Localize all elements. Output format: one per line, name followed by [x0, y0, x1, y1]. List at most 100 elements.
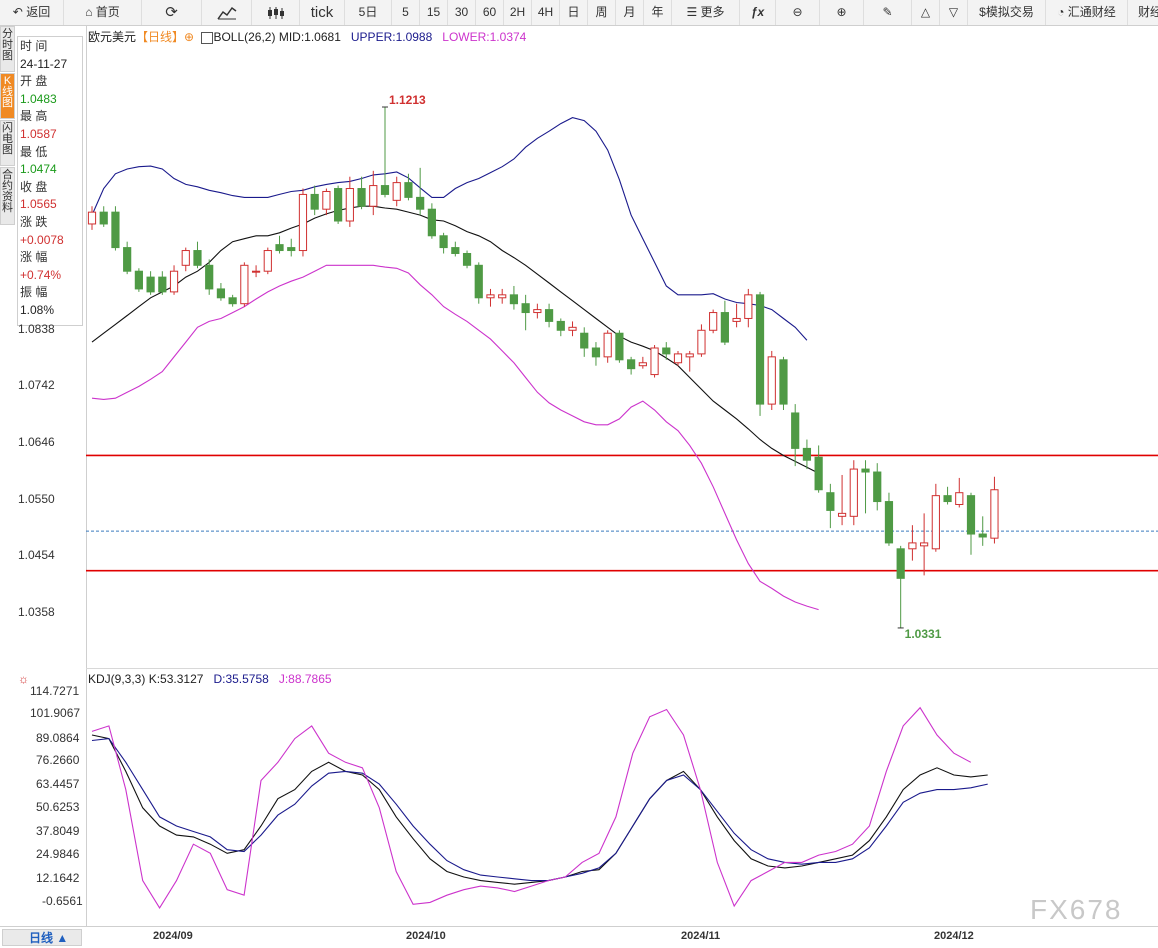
- candle-body: [568, 326, 577, 331]
- tab-flash[interactable]: 闪电图: [0, 120, 15, 166]
- candle-body: [216, 288, 226, 299]
- candle-body: [228, 297, 237, 305]
- candle-body: [709, 312, 718, 331]
- tab-timeshare[interactable]: 分时图: [0, 26, 15, 72]
- low-annotation: 1.0331: [905, 627, 942, 641]
- candle-body: [814, 456, 823, 491]
- period-5-button[interactable]: 5: [392, 0, 420, 25]
- kdj-legend-values: KDJ(9,3,3) K:53.3127 D:35.5758 J:88.7865: [88, 672, 332, 686]
- back-button[interactable]: ↶ 返回: [0, 0, 64, 25]
- kdj-tick: 24.9846: [36, 847, 80, 861]
- kdj-tick: 76.2660: [36, 753, 80, 767]
- candle-body: [205, 264, 214, 290]
- candle-body: [990, 489, 999, 539]
- open-value: 1.0483: [20, 91, 57, 106]
- candle-body: [193, 250, 202, 266]
- candle-body: [263, 250, 272, 272]
- candle-body: [767, 356, 776, 405]
- fx678-news-button[interactable]: ◔ 汇通财经: [1046, 0, 1128, 25]
- dollar-icon: $: [979, 5, 986, 19]
- draw-button[interactable]: ✎: [864, 0, 912, 25]
- mode-selector[interactable]: 日线 ▲: [2, 929, 82, 946]
- caret-up-icon: ▲: [56, 931, 69, 945]
- kdj-legend: ☼: [18, 672, 29, 686]
- ohlc-info-box: 时 间 24-11-27 开 盘 1.0483 最 高 1.0587 最 低 1…: [17, 36, 83, 326]
- kdj-j-line: [91, 706, 972, 909]
- kdj-j: J:88.7865: [278, 672, 332, 686]
- amplitude-label: 振 幅: [20, 285, 48, 300]
- period-month-button[interactable]: 月: [616, 0, 644, 25]
- sun-settings-icon[interactable]: ☼: [18, 672, 29, 686]
- tab-kline[interactable]: K线图: [0, 73, 15, 119]
- candle-body: [486, 294, 495, 299]
- candle-body: [720, 312, 729, 343]
- close-label: 收 盘: [20, 179, 48, 194]
- kdj-tick: 114.7271: [30, 684, 80, 698]
- candle-body: [462, 252, 472, 266]
- candlestick-chart[interactable]: 1.1213 1.0331: [86, 44, 1158, 666]
- price-tick: 1.0550: [18, 492, 55, 506]
- period-15-button[interactable]: 15: [420, 0, 448, 25]
- tab-contract[interactable]: 合约资料: [0, 167, 15, 225]
- candle-body: [966, 495, 976, 535]
- candle-body: [146, 276, 155, 293]
- home-button[interactable]: ⌂ 首页: [64, 0, 142, 25]
- candle-body: [111, 211, 120, 249]
- zoom-in-button[interactable]: ⊕: [820, 0, 864, 25]
- kdj-tick: 101.9067: [30, 706, 81, 720]
- kdj-chart[interactable]: [86, 686, 1158, 926]
- candle-body: [955, 492, 964, 506]
- change-label: 涨 跌: [20, 214, 48, 229]
- period-day-button[interactable]: 日: [560, 0, 588, 25]
- up-tool-button[interactable]: △: [912, 0, 940, 25]
- kdj-tick: 50.6253: [36, 800, 80, 814]
- period-60-button[interactable]: 60: [476, 0, 504, 25]
- candle-body: [345, 188, 354, 222]
- kdj-name: KDJ(9,3,3): [88, 672, 146, 686]
- candle-body: [615, 332, 624, 361]
- menu-icon: ☰: [686, 5, 698, 19]
- candle-body: [369, 185, 378, 207]
- kdj-tick: 12.1642: [36, 871, 80, 885]
- candle-body: [650, 347, 659, 376]
- period-year-button[interactable]: 年: [644, 0, 672, 25]
- candle-body: [826, 492, 835, 511]
- candle-body: [439, 235, 448, 249]
- candle-body: [357, 188, 366, 207]
- period-5day-button[interactable]: 5日: [345, 0, 392, 25]
- boll-indicator-icon[interactable]: [201, 31, 214, 44]
- more-button[interactable]: ☰ 更多: [672, 0, 740, 25]
- fx-icon: ƒx: [750, 5, 765, 19]
- period-4h-button[interactable]: 4H: [532, 0, 560, 25]
- pct-value: +0.74%: [20, 267, 62, 282]
- price-tick: 1.0742: [18, 378, 55, 392]
- candle-body: [662, 347, 671, 355]
- candle-body: [849, 468, 858, 517]
- price-tick: 1.0838: [18, 322, 55, 336]
- candle-body: [638, 362, 647, 367]
- chart-type-candle-button[interactable]: [252, 0, 300, 25]
- refresh-button[interactable]: ⟳: [142, 0, 202, 25]
- finance-button[interactable]: 财经: [1138, 5, 1158, 19]
- candle-body: [298, 193, 308, 252]
- candle-body: [744, 294, 753, 319]
- candle-body: [251, 270, 261, 273]
- candle-body: [287, 247, 296, 252]
- candle-body: [134, 270, 143, 290]
- kdj-k-line: [91, 734, 988, 885]
- open-label: 开 盘: [20, 74, 48, 89]
- boll-lower: LOWER:1.0374: [442, 30, 527, 44]
- boll-mid: MID:1.0681: [278, 30, 341, 44]
- zoom-out-button[interactable]: ⊖: [776, 0, 820, 25]
- formula-button[interactable]: ƒx: [740, 0, 776, 25]
- settings-circle-icon[interactable]: ⊕: [184, 30, 195, 44]
- period-2h-button[interactable]: 2H: [504, 0, 532, 25]
- chart-type-line-button[interactable]: [202, 0, 252, 25]
- candle-body: [427, 208, 436, 237]
- period-week-button[interactable]: 周: [588, 0, 616, 25]
- tick-button[interactable]: tick: [300, 0, 345, 25]
- down-tool-button[interactable]: ▽: [940, 0, 968, 25]
- sim-trade-button[interactable]: $模拟交易: [968, 0, 1046, 25]
- candle-body: [978, 533, 987, 538]
- period-30-button[interactable]: 30: [448, 0, 476, 25]
